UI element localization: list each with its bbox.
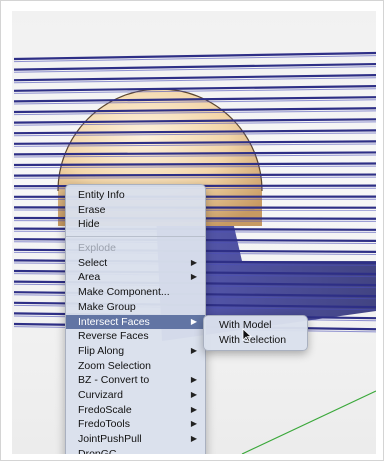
submenu-arrow-icon: ▶ xyxy=(190,316,197,326)
slab-edge xyxy=(13,96,376,103)
menu-item-area[interactable]: Area ▶ xyxy=(66,270,205,285)
menu-item-label: DropGC xyxy=(78,447,117,454)
slab-edge xyxy=(13,151,376,156)
menu-item-zoom-selection[interactable]: Zoom Selection xyxy=(66,359,205,374)
menu-item-label: Intersect Faces xyxy=(78,315,150,328)
menu-item-bz-convert-to[interactable]: BZ - Convert to ▶ xyxy=(66,373,205,388)
slab-face xyxy=(13,55,376,63)
slab-edge xyxy=(13,62,376,71)
submenu-arrow-icon: ▶ xyxy=(190,272,197,282)
menu-item-dropgc[interactable]: DropGC xyxy=(66,447,205,454)
menu-item-make-component[interactable]: Make Component... xyxy=(66,285,205,300)
menu-item-select[interactable]: Select ▶ xyxy=(66,256,205,271)
slab-face xyxy=(13,154,376,158)
slab-face xyxy=(13,176,376,179)
slab-face xyxy=(13,165,376,169)
slab-edge xyxy=(13,173,376,177)
slab-edge xyxy=(13,85,376,92)
menu-item-explode: Explode xyxy=(66,241,205,256)
menu-separator xyxy=(66,236,205,238)
slab-edge xyxy=(13,107,376,114)
menu-item-label: FredoScale xyxy=(78,403,132,416)
menu-item-label: Entity Info xyxy=(78,189,125,201)
slab-face xyxy=(13,77,376,84)
submenu-arrow-icon: ▶ xyxy=(190,257,197,267)
menu-item-label: Hide xyxy=(78,218,100,231)
submenu-arrow-icon: ▶ xyxy=(190,375,197,385)
menu-item-entity-info[interactable]: Entity Info xyxy=(66,188,205,203)
submenu-arrow-icon: ▶ xyxy=(190,434,197,443)
intersect-faces-submenu: With Model With Selection xyxy=(203,315,308,352)
slab-edge xyxy=(13,51,376,61)
menu-item-label: JointPushPull xyxy=(78,433,142,445)
sketchup-viewport[interactable]: Entity Info Erase Hide Explode Select ▶ Area ▶ M… xyxy=(12,11,376,454)
slab-edge xyxy=(13,129,376,135)
green-axis xyxy=(241,390,376,454)
submenu-arrow-icon: ▶ xyxy=(190,419,197,429)
menu-item-label: Make Component... xyxy=(78,286,170,299)
menu-item-make-group[interactable]: Make Group xyxy=(66,300,205,315)
slab-face xyxy=(13,88,376,94)
menu-item-label: Flip Along xyxy=(78,344,125,357)
submenu-item-label: With Selection xyxy=(219,333,287,346)
submenu-item-with-model[interactable]: With Model xyxy=(204,318,307,333)
menu-item-label: Make Group xyxy=(78,300,136,313)
menu-item-label: Explode xyxy=(78,242,116,255)
submenu-arrow-icon: ▶ xyxy=(190,345,197,355)
menu-item-fredoscale[interactable]: FredoScale ▶ xyxy=(66,403,205,418)
menu-item-label: FredoTools xyxy=(78,418,130,431)
menu-item-curvizard[interactable]: Curvizard ▶ xyxy=(66,388,205,403)
menu-item-intersect-faces[interactable]: Intersect Faces ▶ xyxy=(66,314,205,330)
slab-face xyxy=(13,121,376,126)
slab-face xyxy=(13,132,376,137)
menu-item-label: Erase xyxy=(78,203,106,216)
submenu-arrow-icon: ▶ xyxy=(190,389,197,399)
slab-face xyxy=(13,66,376,73)
slab-edge xyxy=(13,162,376,167)
submenu-item-with-selection[interactable]: With Selection xyxy=(204,333,307,348)
slab-face xyxy=(13,99,376,105)
context-menu: Entity Info Erase Hide Explode Select ▶ Area ▶ M… xyxy=(65,184,206,454)
submenu-arrow-icon: ▶ xyxy=(190,404,197,414)
slab-face xyxy=(13,143,376,147)
slab-edge xyxy=(13,118,376,124)
menu-item-reverse-faces[interactable]: Reverse Faces xyxy=(66,329,205,344)
menu-item-hide[interactable]: Hide xyxy=(66,217,205,232)
menu-item-label: BZ - Convert to xyxy=(78,374,150,387)
slab-face xyxy=(13,110,376,116)
submenu-item-label: With Model xyxy=(219,319,272,331)
slab-edge xyxy=(13,74,376,82)
menu-item-label: Reverse Faces xyxy=(78,330,149,343)
menu-item-flip-along[interactable]: Flip Along ▶ xyxy=(66,344,205,359)
mouse-cursor-icon xyxy=(242,328,252,342)
menu-item-label: Select xyxy=(78,256,108,269)
menu-item-label: Area xyxy=(78,271,101,284)
menu-item-fredotools[interactable]: FredoTools ▶ xyxy=(66,417,205,432)
menu-item-erase[interactable]: Erase xyxy=(66,203,205,218)
menu-item-label: Zoom Selection xyxy=(78,359,151,372)
menu-item-jointpushpull[interactable]: JointPushPull ▶ xyxy=(66,432,205,447)
menu-item-label: Curvizard xyxy=(78,388,123,401)
slab-edge xyxy=(13,140,376,145)
